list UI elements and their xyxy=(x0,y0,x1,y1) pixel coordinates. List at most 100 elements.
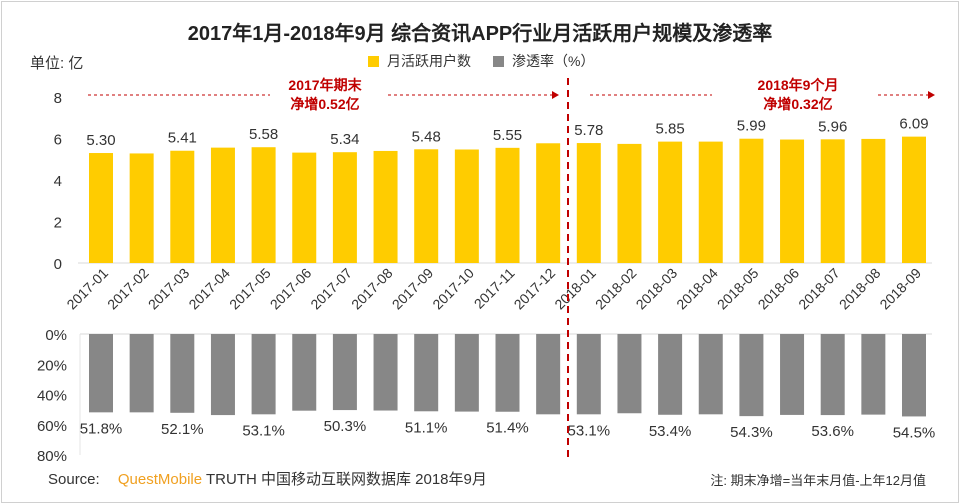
x-tick-label: 2018-04 xyxy=(673,265,721,313)
bar-mau xyxy=(576,143,601,263)
x-tick-label: 2017-07 xyxy=(307,265,355,313)
bar-mau xyxy=(332,152,357,263)
source-text: TRUTH 中国移动互联网数据库 2018年9月 xyxy=(206,471,487,488)
bar-penetration xyxy=(902,334,926,417)
source: Source: QuestMobile TRUTH 中国移动互联网数据库 201… xyxy=(48,468,487,489)
legend-label: 渗透率（%） xyxy=(512,53,595,69)
data-label-mau: 5.30 xyxy=(86,132,115,149)
bar-mau xyxy=(536,143,561,263)
bar-mau xyxy=(495,147,520,263)
data-label-mau: 5.48 xyxy=(412,128,441,145)
data-label-mau: 6.09 xyxy=(899,116,928,133)
bar-penetration xyxy=(89,334,113,413)
x-tick-label: 2017-01 xyxy=(63,265,111,313)
bar-mau xyxy=(780,139,805,263)
bar-mau xyxy=(129,153,154,263)
x-tick-label: 2017-04 xyxy=(185,265,233,313)
data-label-penetration: 54.5% xyxy=(893,424,936,441)
data-label-penetration: 53.4% xyxy=(649,423,692,440)
bar-mau xyxy=(658,141,683,263)
bar-penetration xyxy=(332,334,357,411)
bar-penetration xyxy=(658,334,683,415)
y-tick-label: 6 xyxy=(54,132,62,149)
x-tick-label: 2018-03 xyxy=(633,265,681,313)
data-label-penetration: 53.1% xyxy=(568,422,611,439)
bar-penetration xyxy=(170,334,195,413)
y-tick-label: 60% xyxy=(37,418,67,435)
x-tick-label: 2018-02 xyxy=(592,265,640,313)
chart-title: 2017年1月-2018年9月 综合资讯APP行业月活跃用户规模及渗透率 xyxy=(187,23,773,45)
data-label-penetration: 53.1% xyxy=(242,422,285,439)
source-label: Source: xyxy=(48,471,100,488)
bar-penetration xyxy=(536,334,561,415)
data-label-mau: 5.41 xyxy=(168,130,197,147)
bar-mau xyxy=(820,139,845,263)
arrow-icon xyxy=(552,91,559,99)
footnote: 注: 期末净增=当年末月值-上年12月值 xyxy=(710,473,926,488)
bar-mau xyxy=(861,138,886,263)
arrow-icon xyxy=(928,91,935,99)
y-tick-label: 40% xyxy=(37,388,67,405)
x-tick-label: 2018-01 xyxy=(551,265,599,313)
bar-penetration xyxy=(251,334,276,415)
bar-mau xyxy=(89,153,113,263)
bar-mau xyxy=(210,147,235,263)
bar-penetration xyxy=(414,334,439,412)
annotation-2017: 2017年期末 净增0.52亿 xyxy=(275,76,375,114)
data-label-mau: 5.96 xyxy=(818,118,847,135)
annotation-line: 净增0.52亿 xyxy=(290,96,360,112)
annotation-line: 2017年期末 xyxy=(288,77,362,93)
bar-penetration xyxy=(617,334,642,414)
bar-mau xyxy=(698,141,723,263)
data-label-mau: 5.55 xyxy=(493,127,522,144)
bar-mau xyxy=(454,149,479,263)
x-tick-label: 2017-09 xyxy=(389,265,437,313)
y-tick-label: 0 xyxy=(54,256,62,273)
data-label-mau: 5.78 xyxy=(574,122,603,139)
x-tick-label: 2018-09 xyxy=(876,265,924,313)
x-tick-label: 2017-05 xyxy=(226,265,274,313)
bar-penetration xyxy=(495,334,520,412)
unit-label: 单位: 亿 xyxy=(30,55,84,72)
x-tick-label: 2017-06 xyxy=(267,265,315,313)
bar-penetration xyxy=(780,334,805,415)
bar-penetration xyxy=(210,334,235,416)
legend-item-penetration: 渗透率（%） xyxy=(493,51,594,71)
data-label-penetration: 52.1% xyxy=(161,421,204,438)
x-tick-label: 2018-08 xyxy=(836,265,884,313)
y-tick-label: 80% xyxy=(37,448,67,465)
bar-penetration xyxy=(576,334,601,415)
bar-mau xyxy=(170,150,195,263)
bar-penetration xyxy=(129,334,154,413)
data-label-penetration: 54.3% xyxy=(730,424,773,441)
x-tick-label: 2018-06 xyxy=(755,265,803,313)
legend: 月活跃用户数 渗透率（%） xyxy=(368,51,594,71)
bar-mau xyxy=(292,152,317,263)
bar-mau xyxy=(373,150,398,263)
bar-mau xyxy=(902,136,926,263)
bar-mau xyxy=(251,147,276,263)
bar-penetration xyxy=(861,334,886,415)
data-label-mau: 5.99 xyxy=(737,118,766,135)
bar-penetration xyxy=(739,334,764,417)
bar-penetration xyxy=(820,334,845,416)
legend-swatch-gray xyxy=(493,56,504,67)
y-tick-label: 20% xyxy=(37,357,67,374)
bar-mau xyxy=(739,138,764,263)
data-label-penetration: 51.4% xyxy=(486,420,529,437)
x-tick-label: 2017-12 xyxy=(511,265,559,313)
annotation-2018: 2018年9个月 净增0.32亿 xyxy=(743,76,853,114)
data-label-penetration: 51.1% xyxy=(405,419,448,436)
annotation-line: 净增0.32亿 xyxy=(763,96,833,112)
data-label-penetration: 53.6% xyxy=(811,423,854,440)
legend-swatch-yellow xyxy=(368,56,379,67)
x-tick-label: 2017-02 xyxy=(104,265,152,313)
data-label-penetration: 50.3% xyxy=(324,418,367,435)
y-tick-label: 2 xyxy=(54,215,62,232)
legend-item-mau: 月活跃用户数 xyxy=(368,51,471,71)
data-label-mau: 5.34 xyxy=(330,131,359,148)
y-tick-label: 8 xyxy=(54,90,62,107)
data-label-mau: 5.58 xyxy=(249,126,278,143)
